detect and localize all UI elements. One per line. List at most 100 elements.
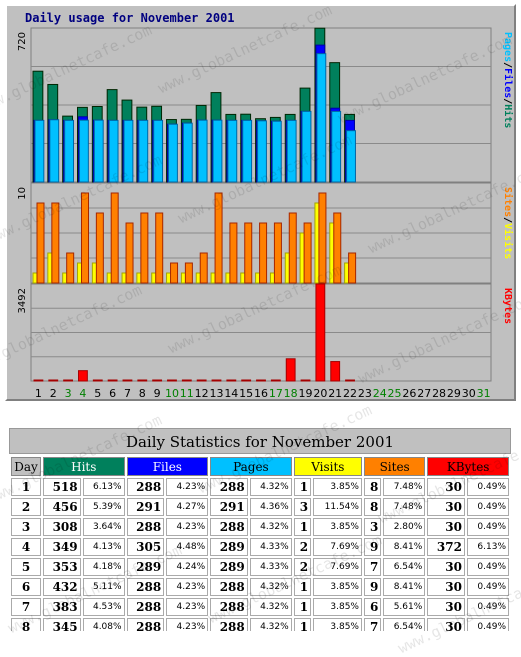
column-header-hits: Hits (43, 457, 125, 476)
cell-percent: 7.69% (313, 538, 362, 556)
cell-day: 3 (11, 518, 41, 536)
cell-percent: 4.48% (166, 538, 209, 556)
bar-pages-day-3 (64, 119, 75, 183)
bar-pages-day-9 (153, 119, 164, 183)
x-tick-label: 18 (284, 387, 298, 399)
bar-kbytes-day-16 (256, 379, 266, 382)
side-legend-visits: Sites/Visits (502, 187, 514, 259)
bar-kbytes-day-22 (345, 379, 355, 382)
bar-kbytes-day-2 (48, 379, 59, 382)
x-tick-label: 29 (447, 387, 461, 399)
bar-sites-day-16 (259, 222, 268, 284)
bar-kbytes-day-7 (122, 379, 133, 382)
bar-sites-day-20 (318, 192, 327, 284)
cell-value: 1 (293, 578, 312, 596)
cell-value: 456 (43, 498, 81, 516)
x-tick-label: 4 (79, 387, 86, 399)
x-tick-label: 6 (109, 387, 116, 399)
bar-pages-day-11 (182, 122, 193, 183)
cell-value: 1 (293, 598, 312, 616)
legend-visits: Visits (502, 223, 514, 259)
bar-sites-day-15 (244, 222, 253, 284)
x-tick-label: 7 (124, 387, 131, 399)
cell-value: 305 (126, 538, 165, 556)
bar-kbytes-day-10 (167, 379, 177, 382)
cell-percent: 4.13% (82, 538, 125, 556)
cell-percent: 8.41% (383, 538, 426, 556)
bar-sites-day-7 (125, 222, 134, 284)
bar-pages-day-19 (301, 110, 312, 183)
cell-percent: 7.69% (313, 558, 362, 576)
x-tick-label: 2 (50, 387, 57, 399)
x-tick-label: 19 (299, 387, 313, 399)
legend-pages: Pages (502, 32, 513, 62)
table-row: 6 432 5.11% 288 4.23% 288 4.32% 1 3.85% 9 8.41% 30 0… (11, 578, 509, 596)
legend-hits: Hits (502, 104, 514, 128)
bar-sites-day-4 (81, 192, 90, 284)
cell-percent: 2.80% (383, 518, 426, 536)
cell-value: 1 (293, 478, 312, 496)
bar-pages-day-2 (49, 119, 60, 183)
bar-kbytes-day-3 (63, 379, 74, 382)
cell-value: 30 (427, 578, 465, 596)
cell-value: 30 (427, 518, 465, 536)
x-tick-label: 24 (373, 387, 387, 399)
cell-percent: 0.49% (466, 478, 509, 496)
cell-value: 288 (210, 618, 248, 631)
column-header-pages: Pages (210, 457, 292, 476)
bar-sites-day-9 (155, 212, 164, 284)
cell-percent: 0.49% (466, 618, 509, 631)
bar-pages-day-4 (79, 119, 89, 183)
cell-value: 2 (293, 538, 312, 556)
cell-value: 308 (43, 518, 81, 536)
bar-pages-day-21 (331, 110, 342, 183)
x-tick-label: 8 (139, 387, 146, 399)
cell-day: 8 (11, 618, 41, 631)
column-header-kbytes: KBytes (427, 457, 509, 476)
cell-value: 383 (43, 598, 81, 616)
cell-value: 288 (210, 578, 248, 596)
cell-percent: 4.36% (249, 498, 292, 516)
column-header-sites: Sites (363, 457, 426, 476)
bar-kbytes-day-5 (92, 379, 103, 382)
bar-pages-day-5 (93, 119, 104, 183)
bar-kbytes-day-4 (78, 370, 88, 382)
cell-value: 288 (126, 598, 165, 616)
bar-sites-day-5 (95, 212, 104, 284)
cell-value: 6 (363, 598, 382, 616)
side-legend-kbytes: KBytes (502, 288, 513, 324)
cell-percent: 4.32% (249, 518, 292, 536)
chart-title: Daily usage for November 2001 (25, 11, 235, 25)
cell-percent: 3.85% (313, 578, 362, 596)
cell-value: 30 (427, 598, 465, 616)
bar-pages-day-16 (257, 120, 267, 183)
bar-kbytes-day-9 (152, 379, 163, 382)
table-row: 8 345 4.08% 288 4.23% 288 4.32% 1 3.85% 7 6.54% 30 0… (11, 618, 509, 631)
cell-value: 8 (363, 498, 382, 516)
cell-day: 6 (11, 578, 41, 596)
bar-sites-day-11 (184, 262, 193, 284)
cell-percent: 7.48% (383, 498, 426, 516)
bar-pages-day-1 (34, 119, 45, 183)
bar-pages-day-13 (212, 119, 223, 183)
x-tick-label: 16 (254, 387, 268, 399)
cell-percent: 5.11% (82, 578, 125, 596)
bar-kbytes-day-20 (315, 283, 326, 382)
bar-sites-day-1 (36, 202, 45, 284)
cell-percent: 3.85% (313, 518, 362, 536)
cell-percent: 4.23% (166, 578, 209, 596)
cell-percent: 4.24% (166, 558, 209, 576)
cell-value: 518 (43, 478, 81, 496)
cell-percent: 4.33% (249, 558, 292, 576)
table-row: 4 349 4.13% 305 4.48% 289 4.33% 2 7.69% 9 8.41% 372… (11, 538, 509, 556)
bar-sites-day-19 (303, 222, 312, 284)
cell-percent: 4.08% (82, 618, 125, 631)
cell-percent: 4.32% (249, 578, 292, 596)
bar-kbytes-day-18 (285, 358, 296, 382)
column-header-day: Day (11, 457, 41, 476)
cell-percent: 8.41% (383, 578, 426, 596)
cell-percent: 4.32% (249, 478, 292, 496)
cell-value: 30 (427, 498, 465, 516)
cell-value: 291 (210, 498, 248, 516)
